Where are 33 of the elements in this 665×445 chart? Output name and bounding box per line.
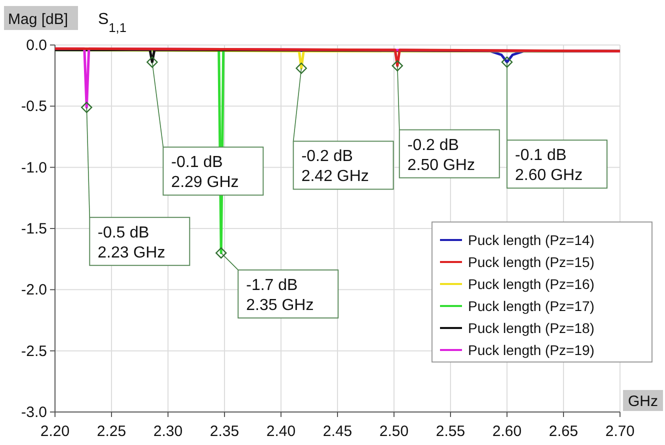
legend-label: Puck length (Pz=14) xyxy=(468,232,594,248)
y-tick-label: -3.0 xyxy=(21,404,47,421)
x-tick-label: 2.60 xyxy=(492,423,522,440)
x-tick-label: 2.50 xyxy=(379,423,409,440)
annotation: -0.2 dB 2.50 GHz xyxy=(407,136,475,174)
y-tick-label: -1.0 xyxy=(21,159,47,176)
x-tick-label: 2.65 xyxy=(548,423,578,440)
legend-label: Puck length (Pz=18) xyxy=(468,320,594,336)
y-tick-label: 0.0 xyxy=(26,37,47,54)
annotation: -1.7 dB 2.35 GHz xyxy=(246,276,314,314)
annotation: -0.1 dB 2.60 GHz xyxy=(515,147,583,184)
legend-label: Puck length (Pz=16) xyxy=(468,276,594,292)
x-axis-title: GHz xyxy=(628,393,658,410)
annotation: -0.2 dB 2.42 GHz xyxy=(301,148,369,186)
annotation: -0.1 dB 2.29 GHz xyxy=(171,154,239,192)
x-tick-label: 2.55 xyxy=(436,423,466,440)
legend-label: Puck length (Pz=19) xyxy=(468,342,594,358)
y-axis-title: Mag [dB] xyxy=(8,11,68,28)
x-tick-label: 2.40 xyxy=(266,423,296,440)
x-tick-label: 2.45 xyxy=(322,423,352,440)
y-tick-label: -2.0 xyxy=(21,282,47,299)
legend-label: Puck length (Pz=15) xyxy=(468,254,594,270)
chart-title: S$_{1,1}$ xyxy=(98,11,126,34)
annotation: -0.5 dB 2.23 GHz xyxy=(98,224,166,262)
x-tick-label: 2.20 xyxy=(40,423,70,440)
y-tick-label: -2.5 xyxy=(21,342,47,360)
x-tick-label: 2.70 xyxy=(605,423,635,440)
x-tick-label: 2.35 xyxy=(210,423,240,440)
legend-label: Puck length (Pz=17) xyxy=(468,298,594,314)
y-tick-label: -1.5 xyxy=(21,220,47,238)
x-tick-label: 2.30 xyxy=(153,423,183,440)
x-tick-label: 2.25 xyxy=(96,423,126,440)
y-tick-label: -0.5 xyxy=(21,98,47,116)
